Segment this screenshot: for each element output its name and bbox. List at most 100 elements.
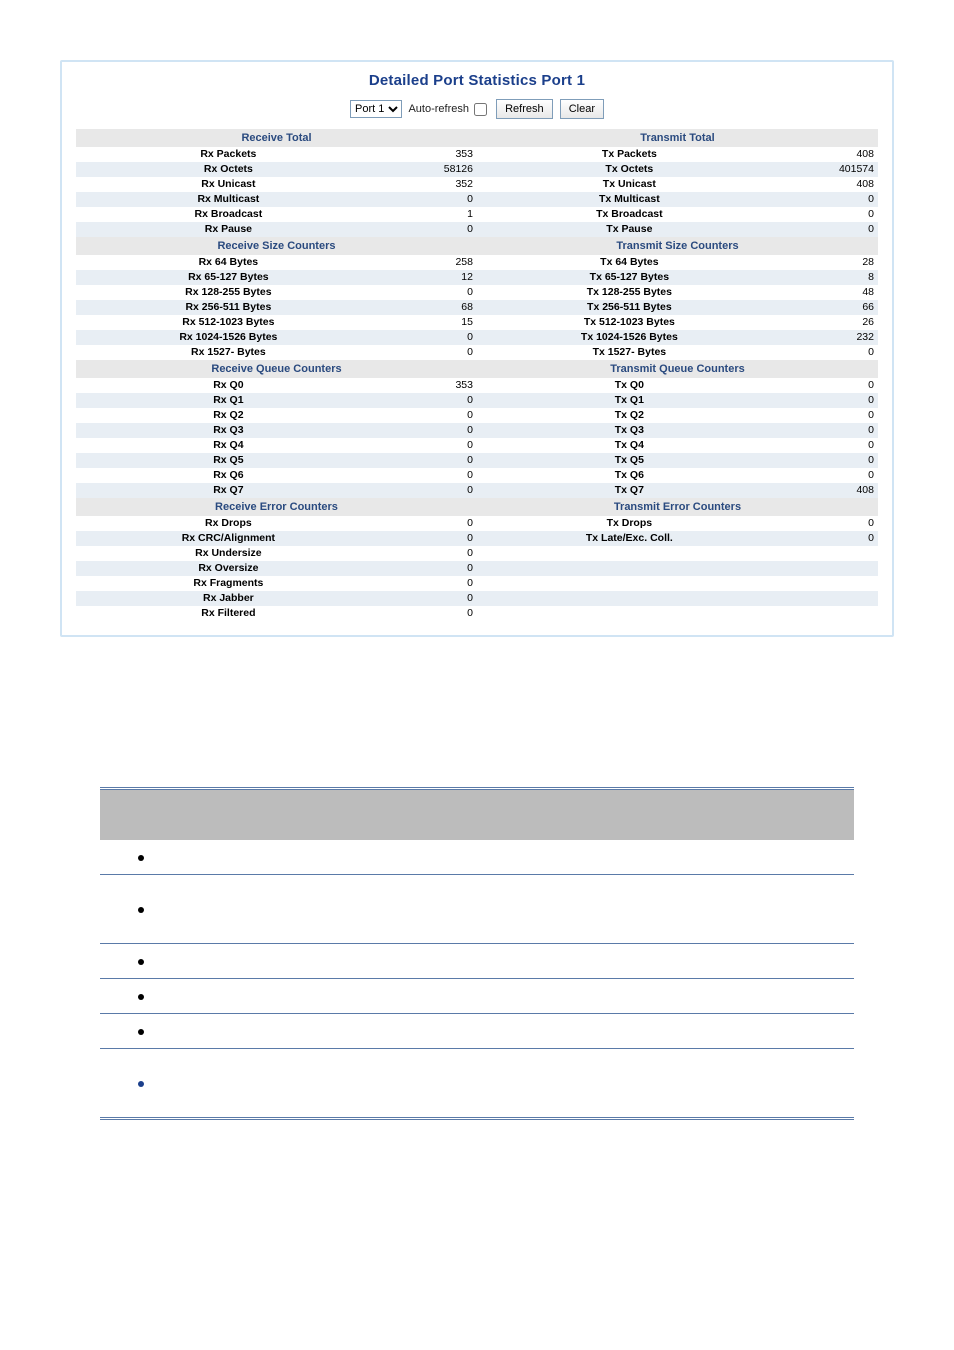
desc-text-cell (311, 840, 854, 875)
table-row: Rx 512-1023 Bytes15Tx 512-1023 Bytes26 (76, 315, 878, 330)
auto-refresh-checkbox[interactable] (474, 103, 487, 116)
tx-value: 0 (782, 516, 878, 531)
tx-value: 0 (782, 192, 878, 207)
tx-label: Tx Q1 (477, 393, 782, 408)
table-row: Rx Q70Tx Q7408 (76, 483, 878, 498)
rx-label: Rx Fragments (76, 576, 381, 591)
rx-value: 353 (381, 147, 477, 162)
desc-text-cell (311, 875, 854, 944)
desc-header-left (100, 789, 311, 841)
table-row: Rx Oversize0 (76, 561, 878, 576)
rx-value: 0 (381, 330, 477, 345)
table-row: Rx Packets353Tx Packets408 (76, 147, 878, 162)
tx-value (782, 606, 878, 621)
rx-value: 0 (381, 531, 477, 546)
clear-button[interactable]: Clear (560, 99, 604, 119)
tx-label: Tx Q2 (477, 408, 782, 423)
bullet-icon (138, 959, 144, 965)
tx-label: Tx Broadcast (477, 207, 782, 222)
desc-text-cell (311, 1049, 854, 1119)
tx-value: 0 (782, 345, 878, 360)
desc-row (100, 944, 854, 979)
tx-value: 0 (782, 531, 878, 546)
tx-label: Tx 64 Bytes (477, 255, 782, 270)
rx-value: 15 (381, 315, 477, 330)
rx-label: Rx 512-1023 Bytes (76, 315, 381, 330)
tx-label (477, 606, 782, 621)
rx-label: Rx Q1 (76, 393, 381, 408)
table-row: Rx Undersize0 (76, 546, 878, 561)
table-row: Rx 64 Bytes258Tx 64 Bytes28 (76, 255, 878, 270)
rx-value: 0 (381, 453, 477, 468)
rx-label: Rx 65-127 Bytes (76, 270, 381, 285)
rx-value: 0 (381, 285, 477, 300)
tx-label: Tx Q6 (477, 468, 782, 483)
table-row: Rx 128-255 Bytes0Tx 128-255 Bytes48 (76, 285, 878, 300)
rx-value: 0 (381, 408, 477, 423)
desc-bullet-cell (100, 1014, 311, 1049)
rx-value: 0 (381, 606, 477, 621)
bullet-icon (138, 1029, 144, 1035)
tx-value: 0 (782, 423, 878, 438)
rx-label: Rx Undersize (76, 546, 381, 561)
page-title: Detailed Port Statistics Port 1 (76, 72, 878, 89)
rx-label: Rx Q6 (76, 468, 381, 483)
tx-label: Tx Pause (477, 222, 782, 237)
rx-value: 0 (381, 591, 477, 606)
rx-value: 0 (381, 192, 477, 207)
tx-value: 26 (782, 315, 878, 330)
rx-label: Rx Q4 (76, 438, 381, 453)
table-row: Rx Drops0Tx Drops0 (76, 516, 878, 531)
rx-label: Rx 128-255 Bytes (76, 285, 381, 300)
rx-value: 0 (381, 222, 477, 237)
tx-value: 66 (782, 300, 878, 315)
bullet-icon (138, 907, 144, 913)
tx-label: Tx 1527- Bytes (477, 345, 782, 360)
section-label: Receive Queue Counters (76, 360, 477, 378)
section-label: Transmit Size Counters (477, 237, 878, 255)
desc-row (100, 875, 854, 944)
tx-value (782, 576, 878, 591)
table-row: Rx Filtered0 (76, 606, 878, 621)
section-row: Receive TotalTransmit Total (76, 129, 878, 147)
table-row: Rx Q30Tx Q30 (76, 423, 878, 438)
tx-value (782, 561, 878, 576)
tx-label: Tx Late/Exc. Coll. (477, 531, 782, 546)
rx-value: 1 (381, 207, 477, 222)
toolbar: Port 1 Auto-refresh Refresh Clear (76, 99, 878, 119)
rx-label: Rx Octets (76, 162, 381, 177)
rx-label: Rx Q2 (76, 408, 381, 423)
rx-label: Rx Q5 (76, 453, 381, 468)
rx-label: Rx CRC/Alignment (76, 531, 381, 546)
table-row: Rx 65-127 Bytes12Tx 65-127 Bytes8 (76, 270, 878, 285)
auto-refresh-label: Auto-refresh (408, 103, 469, 115)
stats-table: Receive TotalTransmit TotalRx Packets353… (76, 129, 878, 621)
rx-value: 258 (381, 255, 477, 270)
tx-value: 0 (782, 408, 878, 423)
section-row: Receive Queue CountersTransmit Queue Cou… (76, 360, 878, 378)
desc-bullet-cell (100, 979, 311, 1014)
table-row: Rx Octets58126Tx Octets401574 (76, 162, 878, 177)
tx-label: Tx Q0 (477, 378, 782, 393)
desc-row (100, 979, 854, 1014)
section-label: Transmit Total (477, 129, 878, 147)
rx-value: 0 (381, 468, 477, 483)
rx-value: 0 (381, 546, 477, 561)
tx-value: 0 (782, 207, 878, 222)
table-row: Rx Q40Tx Q40 (76, 438, 878, 453)
tx-label: Tx 256-511 Bytes (477, 300, 782, 315)
tx-value: 28 (782, 255, 878, 270)
table-row: Rx Unicast352Tx Unicast408 (76, 177, 878, 192)
rx-value: 0 (381, 345, 477, 360)
rx-label: Rx Q7 (76, 483, 381, 498)
desc-row (100, 840, 854, 875)
port-select[interactable]: Port 1 (350, 100, 402, 118)
rx-value: 353 (381, 378, 477, 393)
desc-row (100, 1049, 854, 1119)
rx-label: Rx Drops (76, 516, 381, 531)
refresh-button[interactable]: Refresh (496, 99, 553, 119)
tx-label: Tx 512-1023 Bytes (477, 315, 782, 330)
section-label: Receive Total (76, 129, 477, 147)
bullet-icon (138, 1081, 144, 1087)
rx-value: 58126 (381, 162, 477, 177)
